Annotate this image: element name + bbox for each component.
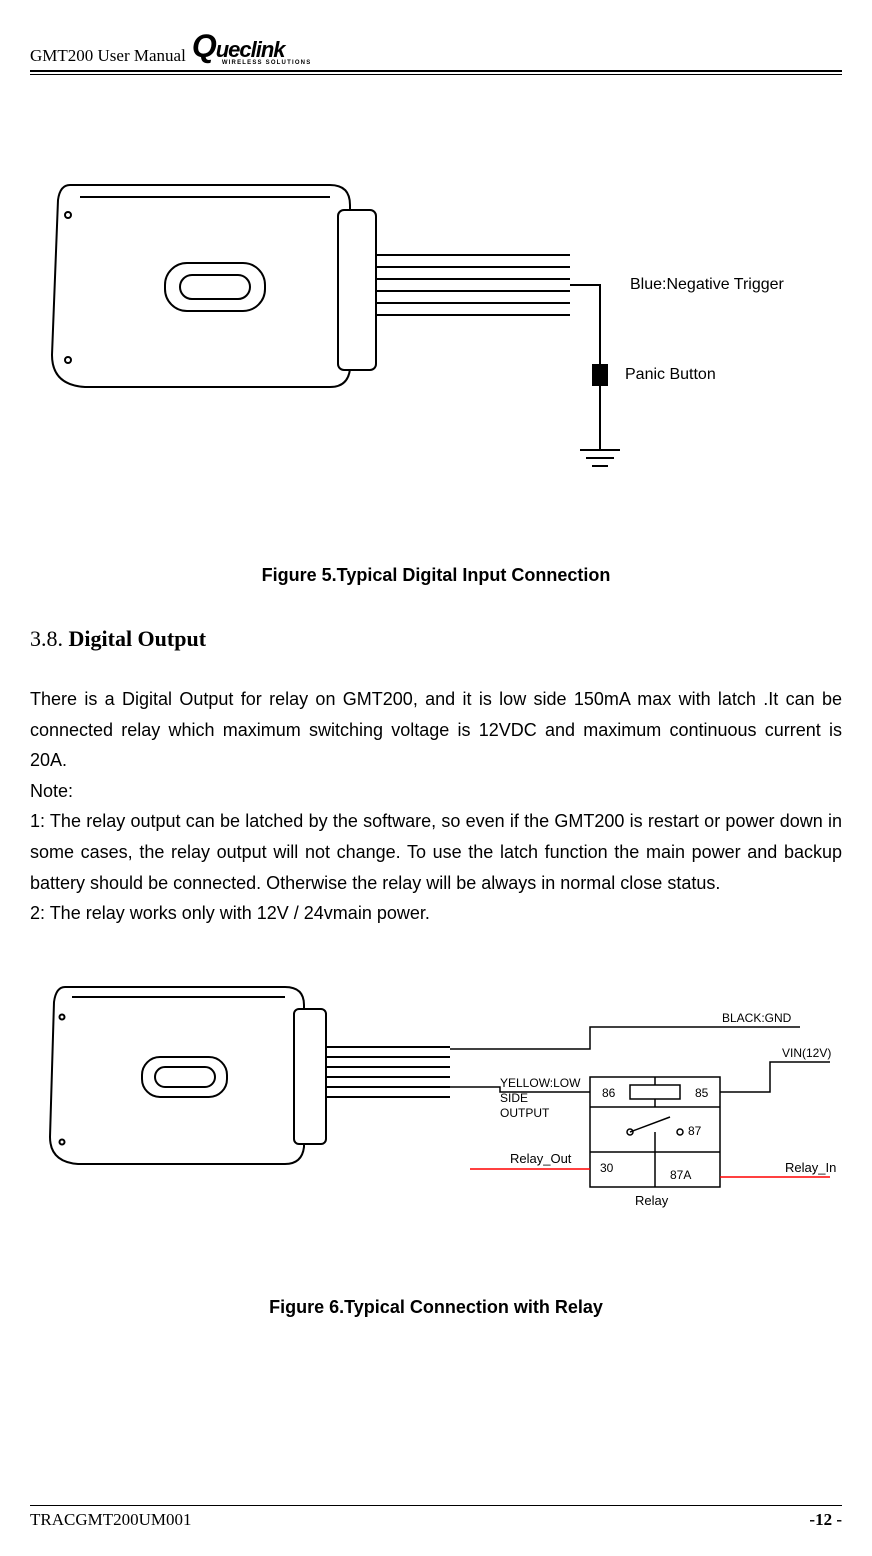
brand-logo: Q ueclink WIRELESS SOLUTIONS <box>192 30 312 66</box>
page-footer: TRACGMT200UM001 -12 - <box>30 1505 842 1530</box>
figure-5-caption: Figure 5.Typical Digital Input Connectio… <box>30 565 842 586</box>
relay-pin-30: 30 <box>600 1161 614 1175</box>
note-label: Note: <box>30 776 842 807</box>
figure-6-caption: Figure 6.Typical Connection with Relay <box>30 1297 842 1318</box>
section-title: Digital Output <box>69 626 207 651</box>
footer-doc-id: TRACGMT200UM001 <box>30 1510 192 1530</box>
header-rule-thin <box>30 74 842 75</box>
header-rule-thick <box>30 70 842 72</box>
logo-letter: Q <box>192 30 216 62</box>
label-relay-out: Relay_Out <box>510 1151 572 1166</box>
label-relay: Relay <box>635 1193 669 1208</box>
label-relay-in: Relay_In <box>785 1160 836 1175</box>
relay-connection-svg: BLACK:GND 86 85 87 30 87A <box>30 977 840 1237</box>
relay-pin-86: 86 <box>602 1086 616 1100</box>
doc-title: GMT200 User Manual <box>30 46 186 66</box>
label-side: SIDE <box>500 1091 528 1105</box>
relay-pin-87: 87 <box>688 1124 702 1138</box>
logo-subtitle: WIRELESS SOLUTIONS <box>222 60 312 66</box>
section-body: There is a Digital Output for relay on G… <box>30 684 842 929</box>
page-container: GMT200 User Manual Q ueclink WIRELESS SO… <box>0 0 872 1556</box>
section-number: 3.8. <box>30 626 63 651</box>
section-heading: 3.8. Digital Output <box>30 626 842 652</box>
label-output: OUTPUT <box>500 1106 550 1120</box>
paragraph-intro: There is a Digital Output for relay on G… <box>30 684 842 776</box>
relay-pin-85: 85 <box>695 1086 709 1100</box>
digital-input-svg: Blue:Negative Trigger Panic Button <box>30 155 830 495</box>
label-yellow: YELLOW:LOW <box>500 1076 581 1090</box>
label-black-gnd: BLACK:GND <box>722 1011 792 1025</box>
footer-rule <box>30 1505 842 1506</box>
relay-pin-87a: 87A <box>670 1168 691 1182</box>
figure-6-diagram: BLACK:GND 86 85 87 30 87A <box>30 977 842 1237</box>
page-header: GMT200 User Manual Q ueclink WIRELESS SO… <box>30 30 842 66</box>
note-1: 1: The relay output can be latched by th… <box>30 806 842 898</box>
figure-5-diagram: Blue:Negative Trigger Panic Button <box>30 155 842 495</box>
label-panic-button: Panic Button <box>625 366 716 383</box>
footer-page-number: -12 - <box>809 1510 842 1530</box>
label-vin: VIN(12V) <box>782 1046 831 1060</box>
label-blue-trigger: Blue:Negative Trigger <box>630 276 785 293</box>
note-2: 2: The relay works only with 12V / 24vma… <box>30 898 842 929</box>
logo-text: ueclink <box>216 39 285 61</box>
